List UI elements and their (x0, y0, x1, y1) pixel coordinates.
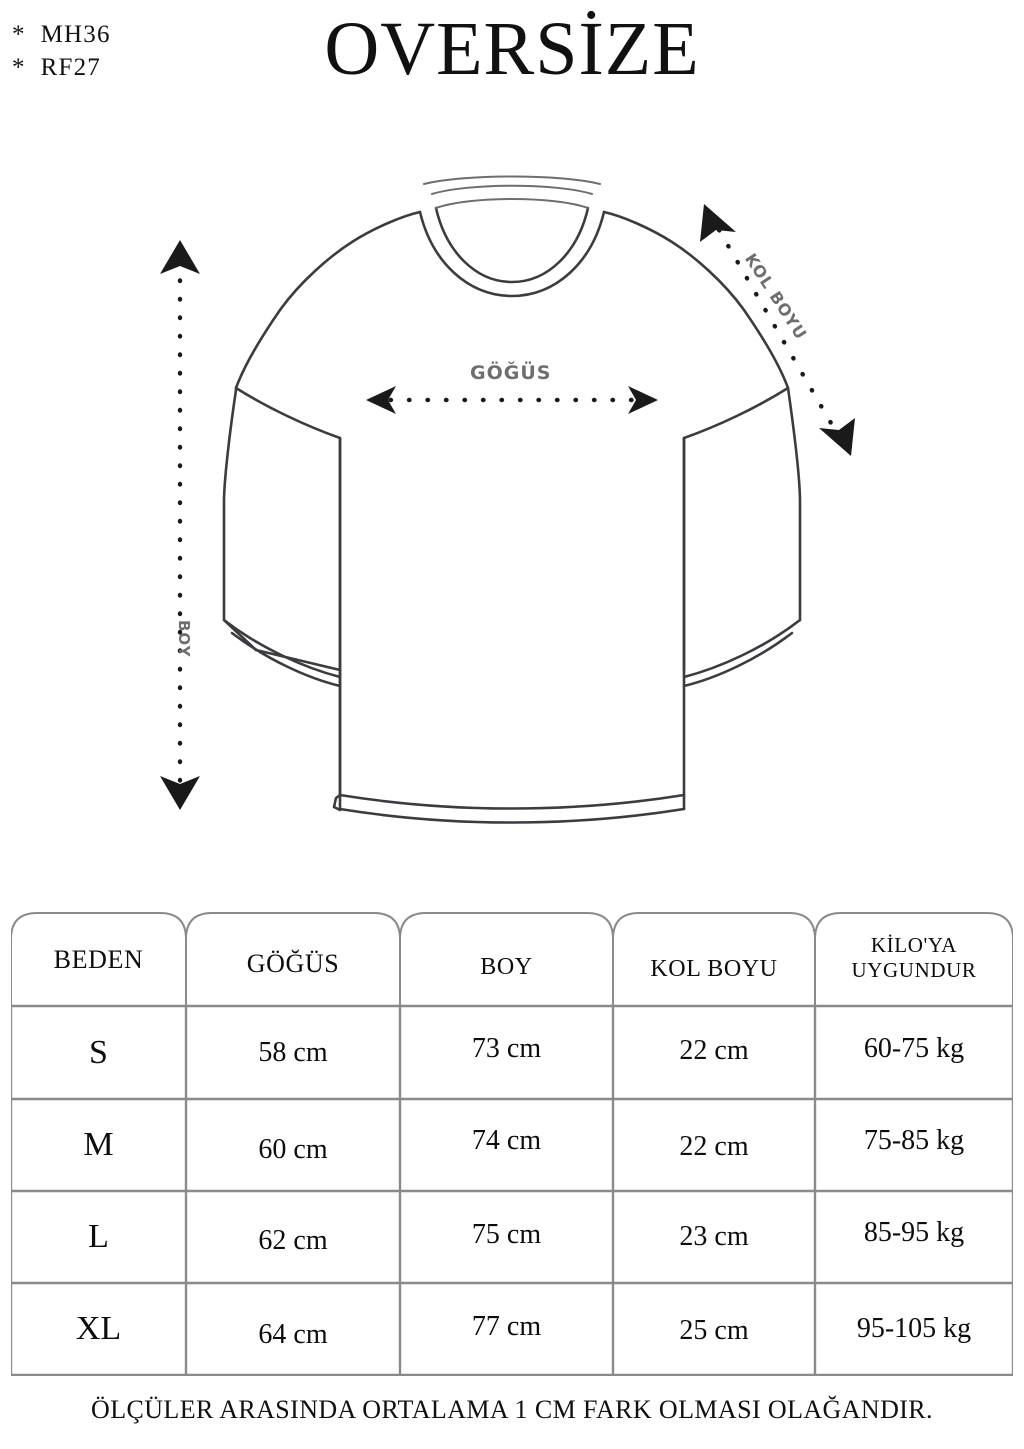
table-row: 95-105 kg (856, 1313, 972, 1344)
table-row: M (83, 1126, 114, 1163)
table-row: 64 cm (258, 1319, 328, 1350)
product-code-list: * MH36 * RF27 (12, 18, 111, 84)
tshirt-measurement-diagram: GÖĞÜS BOY KOL BOYU (0, 150, 1024, 890)
length-dimension-arrow (160, 240, 200, 810)
column-header-boy: BOY (480, 954, 533, 980)
chest-measurement-label: GÖĞÜS (470, 362, 552, 384)
weight-header-line-1: KİLO'YA (870, 932, 958, 957)
sleeve-dimension-arrow (700, 204, 855, 456)
chest-dimension-arrow (366, 386, 658, 414)
product-code-2: * RF27 (12, 54, 101, 81)
column-header-gogus: GÖĞÜS (246, 948, 340, 978)
table-row: S (89, 1033, 108, 1071)
table-row: 23 cm (679, 1221, 749, 1252)
table-row: XL (75, 1310, 122, 1347)
page-title: OVERSİZE (324, 7, 700, 91)
table-row: 74 cm (471, 1125, 542, 1156)
table-row: 77 cm (471, 1311, 542, 1342)
column-header-beden: BEDEN (53, 944, 144, 974)
table-row: L (88, 1218, 109, 1255)
table-row: 58 cm (258, 1036, 328, 1068)
length-measurement-label: BOY (175, 620, 193, 658)
table-row: 22 cm (679, 1034, 749, 1066)
weight-header-line-2: UYGUNDUR (851, 957, 977, 982)
size-chart-table: BEDEN GÖĞÜS BOY KOL BOYU KİLO'YA UYGUNDU… (11, 903, 1013, 1376)
column-header-kiloya-uygundur: KİLO'YA UYGUNDUR (815, 911, 1013, 1004)
measurement-tolerance-note: ÖLÇÜLER ARASINDA ORTALAMA 1 CM FARK OLMA… (91, 1395, 933, 1424)
table-row: 75-85 kg (863, 1125, 965, 1156)
table-row: 60-75 kg (863, 1032, 965, 1064)
column-header-kol-boyu: KOL BOYU (650, 956, 778, 982)
product-code-1: * MH36 (12, 21, 111, 48)
table-row: 25 cm (679, 1315, 749, 1346)
table-row: 75 cm (471, 1219, 542, 1250)
tshirt-illustration (160, 175, 855, 824)
table-row: 62 cm (258, 1225, 328, 1256)
table-row: 60 cm (258, 1134, 328, 1165)
tshirt-outline (222, 175, 802, 824)
page-header: * MH36 * RF27 OVERSİZE (0, 0, 1024, 120)
table-row: 85-95 kg (863, 1217, 965, 1248)
table-row: 73 cm (471, 1032, 542, 1064)
table-row: 22 cm (679, 1131, 749, 1162)
